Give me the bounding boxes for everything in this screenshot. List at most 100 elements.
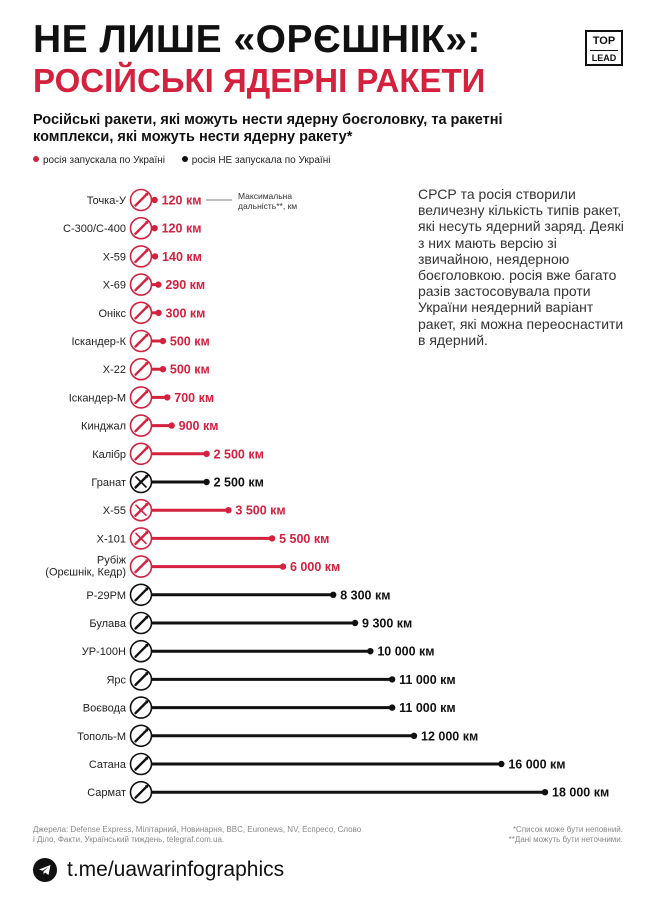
- bar-end-dot: [388, 676, 396, 683]
- legend: росія запускала по Україні росія НЕ запу…: [33, 155, 344, 166]
- missile-icon: [129, 752, 153, 776]
- value-label: 5 500 км: [279, 532, 329, 546]
- category-label: Точка-У: [87, 195, 127, 207]
- chart-row: Рубіж (Орєшнік, Кедр) 6 000 км: [45, 555, 340, 579]
- value-label: 700 км: [174, 391, 214, 405]
- crossed-missile-icon: [129, 470, 153, 494]
- chart-row: Калібр 2 500 км: [92, 442, 264, 466]
- value-label: 2 500 км: [214, 447, 264, 461]
- value-label: 500 км: [170, 363, 210, 377]
- red-dot-icon: [33, 156, 39, 162]
- range-annotation: Максимальна дальність**, км: [238, 191, 297, 211]
- chart-row: Х-69 290 км: [103, 273, 205, 296]
- bar-end-dot: [155, 309, 162, 316]
- chart-row: Х-22 500 км: [103, 357, 210, 381]
- category-label: Ярс: [106, 674, 126, 686]
- category-label: Х-22: [103, 364, 126, 376]
- chart-row: Х-55 3 500 км: [103, 498, 286, 522]
- chart-row: УР-100Н 10 000 км: [82, 639, 435, 663]
- bar-end-dot: [541, 789, 549, 796]
- telegram-link[interactable]: t.me/uawarinfographics: [67, 858, 285, 881]
- value-label: 140 км: [162, 250, 202, 264]
- sources-text: Джерела: Defense Express, Мілітарний, Но…: [33, 825, 362, 844]
- category-label: Рубіж (Орєшнік, Кедр): [45, 555, 126, 579]
- category-label: УР-100Н: [82, 646, 126, 658]
- category-label: Воєвода: [83, 703, 127, 715]
- category-label: Х-101: [97, 533, 126, 545]
- missile-icon: [129, 414, 153, 437]
- bar-end-dot: [351, 619, 359, 627]
- missile-icon: [129, 611, 153, 635]
- bar-end-dot: [168, 422, 175, 429]
- bar-end-dot: [203, 450, 210, 457]
- bar-end-dot: [159, 337, 167, 345]
- category-label: Гранат: [91, 477, 126, 489]
- chart-row: Ярс 11 000 км: [106, 668, 456, 691]
- range-annotation-line: Максимальна: [238, 191, 292, 201]
- missile-icon: [129, 639, 153, 663]
- missile-icon: [129, 273, 153, 296]
- chart-row: Іскандер-М 700 км: [69, 386, 214, 409]
- bar-end-dot: [367, 648, 374, 655]
- category-label: Х-69: [103, 280, 126, 292]
- category-label: Сармат: [87, 787, 126, 799]
- footnotes: *Список може бути неповний. **Дані можут…: [448, 825, 623, 845]
- value-label: 10 000 км: [377, 645, 434, 659]
- value-label: 12 000 км: [421, 729, 478, 743]
- chart-row: Гранат 2 500 км: [91, 470, 264, 494]
- chart-row: Іскандер-К 500 км: [71, 329, 210, 353]
- bar-end-dot: [225, 507, 232, 514]
- legend-launched-label: росія запускала по Україні: [43, 155, 165, 166]
- chart-row: Воєвода 11 000 км: [83, 696, 456, 719]
- bar-end-dot: [164, 394, 171, 401]
- footnote-1: *Список може бути неповний.: [512, 825, 623, 834]
- category-label: Х-55: [103, 505, 126, 517]
- bar-end-dot: [388, 704, 396, 711]
- bar-end-dot: [159, 366, 167, 373]
- missile-icon: [129, 724, 153, 748]
- chart-row: Кинджал 900 км: [81, 414, 218, 437]
- logo-bottom-text: LEAD: [590, 50, 618, 65]
- page-title-line2: РОСІЙСЬКІ ЯДЕРНІ РАКЕТИ: [33, 62, 486, 99]
- value-label: 6 000 км: [290, 560, 340, 574]
- chart-row: Сатана 16 000 км: [89, 752, 566, 776]
- bar-end-dot: [151, 253, 159, 260]
- bar-end-dot: [155, 281, 162, 288]
- value-label: 300 км: [166, 306, 206, 320]
- category-label: С-300/С-400: [63, 223, 126, 235]
- value-label: 290 км: [165, 278, 205, 292]
- legend-not-launched-label: росія НЕ запускала по Україні: [191, 155, 331, 166]
- description-text: СРСР та росія створили величезну кількіс…: [418, 186, 624, 348]
- value-label: 3 500 км: [235, 504, 285, 518]
- category-label: Булава: [89, 618, 126, 630]
- missile-icon: [129, 245, 153, 268]
- bar-end-dot: [268, 535, 276, 542]
- category-label: Іскандер-К: [71, 336, 126, 348]
- category-label: Р-29РМ: [86, 590, 126, 602]
- bar-end-dot: [279, 563, 287, 570]
- missile-icon: [129, 329, 153, 353]
- footer: t.me/uawarinfographics: [33, 855, 284, 885]
- value-label: 9 300 км: [362, 617, 412, 631]
- bar-end-dot: [151, 196, 158, 204]
- chart-row: Тополь-М 12 000 км: [77, 724, 478, 748]
- bar-end-dot: [410, 732, 418, 739]
- category-label: Сатана: [89, 759, 127, 771]
- range-annotation-line: дальність**, км: [238, 201, 297, 211]
- top-lead-logo: TOP LEAD: [585, 30, 623, 66]
- value-label: 120 км: [162, 222, 202, 236]
- missile-icon: [129, 780, 153, 804]
- category-label-line: (Орєшнік, Кедр): [45, 567, 126, 579]
- value-label: 16 000 км: [508, 758, 565, 772]
- missile-icon: [129, 357, 153, 381]
- missile-icon: [129, 555, 153, 578]
- category-label: Онікс: [98, 308, 126, 320]
- bar-end-dot: [203, 478, 210, 486]
- category-label: Кинджал: [81, 421, 126, 433]
- chart-row: Х-59 140 км: [103, 245, 202, 268]
- chart-row: Онікс 300 км: [98, 301, 206, 325]
- chart-row: Булава 9 300 км: [89, 611, 412, 635]
- chart-row: Точка-У 120 км: [87, 188, 201, 212]
- category-label-line: Рубіж: [97, 555, 127, 567]
- missile-icon: [129, 216, 153, 240]
